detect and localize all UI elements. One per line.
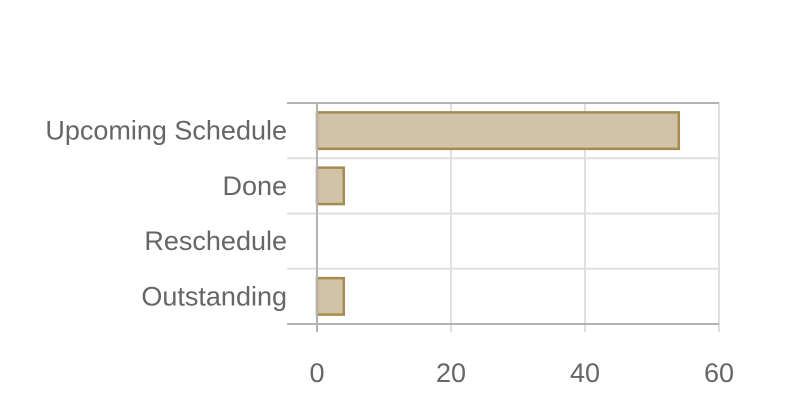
- x-tick-label: 20: [436, 358, 466, 388]
- bar-done[interactable]: [315, 166, 346, 206]
- label-layer: Upcoming Schedule Done Reschedule Outstandi…: [45, 116, 734, 388]
- category-label: Done: [222, 171, 287, 201]
- bar-outstanding[interactable]: [315, 276, 346, 316]
- x-tick-label: 60: [704, 358, 734, 388]
- bar-layer: [315, 111, 681, 316]
- category-label: Upcoming Schedule: [45, 116, 287, 146]
- category-label: Reschedule: [144, 226, 287, 256]
- bar-upcoming-schedule[interactable]: [315, 111, 681, 151]
- x-tick-label: 40: [570, 358, 600, 388]
- category-label: Outstanding: [141, 281, 287, 311]
- x-tick-label: 0: [309, 358, 324, 388]
